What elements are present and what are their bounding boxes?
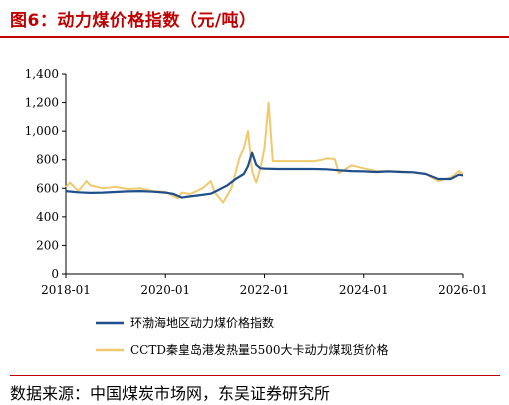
source-note: 数据来源：中国煤炭市场网，东吴证券研究所 xyxy=(10,375,500,404)
legend-label-1: 环渤海地区动力煤价格指数 xyxy=(130,315,274,330)
x-tick-label: 2024-01 xyxy=(339,283,389,297)
series-line-2 xyxy=(65,101,464,204)
line-chart: 0 200 400 600 800 1,000 1,200 1,400 2018-01 2020-… xyxy=(25,67,488,357)
x-tick-label: 2022-01 xyxy=(240,283,290,297)
x-tick-label: 2020-01 xyxy=(140,283,190,297)
series-line-1 xyxy=(65,151,464,199)
y-tick-label: 1,200 xyxy=(25,96,59,110)
y-tick-label: 600 xyxy=(36,181,59,195)
y-tick-label: 1,400 xyxy=(25,67,59,81)
chart-legend: 环渤海地区动力煤价格指数 CCTD秦皇岛港发热量5500大卡动力煤现货价格 xyxy=(96,315,389,357)
y-tick-label: 0 xyxy=(51,267,59,281)
figure-title: 图6：动力煤价格指数（元/吨） xyxy=(10,11,257,31)
title-bar: 图6：动力煤价格指数（元/吨） xyxy=(0,0,509,38)
y-tick-label: 1,000 xyxy=(25,124,59,138)
x-tick-label: 2018-01 xyxy=(41,283,91,297)
y-tick-label: 200 xyxy=(36,238,59,252)
x-tick-label: 2026-01 xyxy=(438,283,488,297)
chart-axes: 0 200 400 600 800 1,000 1,200 1,400 2018-01 2020-… xyxy=(25,67,488,297)
chart-series xyxy=(65,101,464,204)
y-tick-label: 400 xyxy=(36,210,59,224)
y-tick-label: 800 xyxy=(36,153,59,167)
legend-label-2: CCTD秦皇岛港发热量5500大卡动力煤现货价格 xyxy=(130,342,389,357)
